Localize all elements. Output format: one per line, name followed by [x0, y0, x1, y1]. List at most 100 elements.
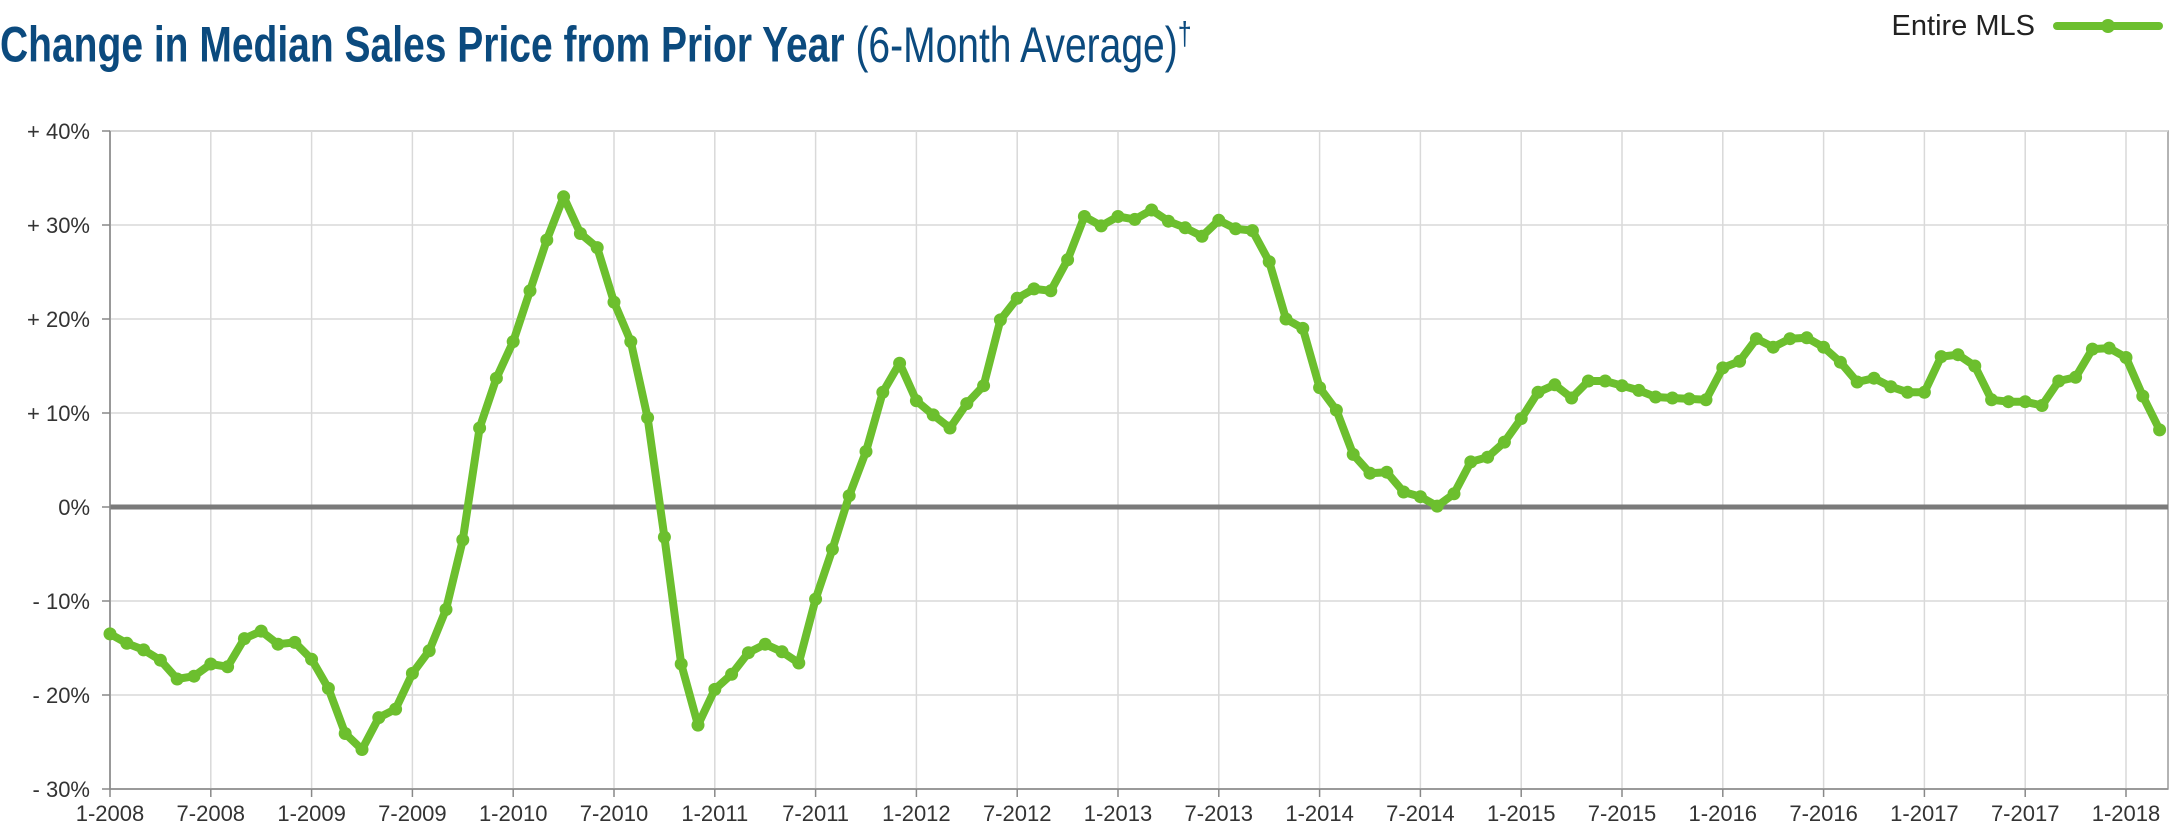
data-point [1615, 379, 1629, 393]
data-point [338, 727, 352, 740]
data-point [355, 743, 369, 756]
data-point [1833, 355, 1847, 369]
data-point [1161, 214, 1175, 228]
data-point [674, 657, 688, 671]
data-point [1733, 354, 1747, 368]
data-point [1279, 312, 1293, 326]
data-point [977, 379, 991, 393]
x-tick-label: 7-2013 [1185, 801, 1254, 826]
data-point [1313, 381, 1327, 395]
data-point [1296, 321, 1310, 335]
data-point [2069, 370, 2083, 384]
x-tick-label: 7-2010 [580, 801, 649, 826]
data-point [842, 489, 856, 503]
y-tick-label: + 10% [27, 401, 90, 426]
data-point [557, 190, 571, 204]
data-point [1245, 224, 1259, 238]
data-point [1212, 213, 1226, 227]
x-tick-label: 1-2009 [277, 801, 346, 826]
data-point [2136, 389, 2150, 403]
data-point [960, 397, 974, 411]
x-tick-label: 7-2017 [1991, 801, 2060, 826]
x-tick-label: 7-2015 [1588, 801, 1657, 826]
data-point [1632, 383, 1646, 397]
data-point [389, 702, 403, 716]
data-point [1968, 359, 1982, 373]
x-tick-label: 1-2012 [882, 801, 951, 826]
data-point [1699, 393, 1713, 407]
x-tick-label: 1-2008 [76, 801, 145, 826]
data-point [372, 711, 386, 725]
x-tick-label: 1-2018 [2092, 801, 2161, 826]
y-tick-label: - 30% [33, 777, 90, 802]
data-point [1665, 391, 1679, 405]
data-point [1548, 378, 1562, 392]
data-point [1329, 403, 1343, 417]
data-point [1514, 412, 1528, 426]
data-point [993, 313, 1007, 327]
legend-label-entire-mls: Entire MLS [1891, 9, 2035, 42]
legend: Entire MLS [1892, 6, 2163, 46]
data-point [1178, 221, 1192, 235]
data-point [1901, 385, 1915, 399]
data-point [1481, 450, 1495, 464]
data-point [1397, 485, 1411, 499]
x-tick-label: 7-2014 [1386, 801, 1455, 826]
data-point [1800, 331, 1814, 345]
data-point [641, 411, 655, 425]
data-point [741, 646, 755, 660]
data-point [590, 241, 604, 255]
x-tick-label: 1-2015 [1487, 801, 1556, 826]
data-point [1565, 391, 1579, 405]
data-point [1497, 435, 1511, 449]
data-point [725, 667, 739, 681]
data-point [2018, 395, 2032, 409]
data-point [1934, 350, 1948, 364]
data-point [456, 533, 470, 547]
x-tick-label: 1-2017 [1890, 801, 1959, 826]
data-point [405, 666, 419, 680]
data-point [758, 637, 772, 651]
data-point [271, 637, 285, 651]
title-main: Change in Median Sales Price from Prior … [0, 16, 845, 73]
data-point [1061, 253, 1075, 267]
data-point [1027, 282, 1041, 296]
data-point [1766, 340, 1780, 354]
data-point [943, 421, 957, 435]
data-point [473, 421, 487, 435]
data-point [2153, 423, 2167, 437]
data-point [1985, 393, 1999, 407]
data-point [708, 682, 722, 696]
data-point [1111, 210, 1125, 223]
data-point [153, 653, 167, 667]
chart-title: Change in Median Sales Price from Prior … [0, 0, 1528, 73]
x-tick-label: 1-2013 [1084, 801, 1153, 826]
data-point [1430, 499, 1444, 513]
data-point [103, 627, 117, 641]
data-point [1346, 447, 1360, 461]
data-point [607, 295, 621, 309]
dagger-mark: † [1177, 15, 1192, 51]
data-point [1464, 455, 1478, 469]
data-point [523, 284, 537, 298]
data-point [170, 672, 184, 686]
data-point [2119, 351, 2133, 364]
y-tick-label: + 40% [27, 119, 90, 144]
data-point [1716, 361, 1730, 375]
data-point [1128, 212, 1142, 226]
data-point [1817, 340, 1831, 354]
data-point [2085, 342, 2099, 356]
data-point [1447, 487, 1461, 501]
data-point [859, 445, 873, 458]
y-tick-label: + 30% [27, 213, 90, 238]
data-point [1380, 465, 1394, 479]
data-point [321, 681, 335, 695]
data-point [657, 530, 671, 544]
data-point [489, 371, 503, 385]
data-point [137, 643, 151, 657]
data-point [909, 394, 923, 408]
x-tick-label: 1-2011 [681, 801, 748, 826]
x-tick-label: 7-2012 [983, 801, 1052, 826]
data-point [237, 632, 251, 646]
